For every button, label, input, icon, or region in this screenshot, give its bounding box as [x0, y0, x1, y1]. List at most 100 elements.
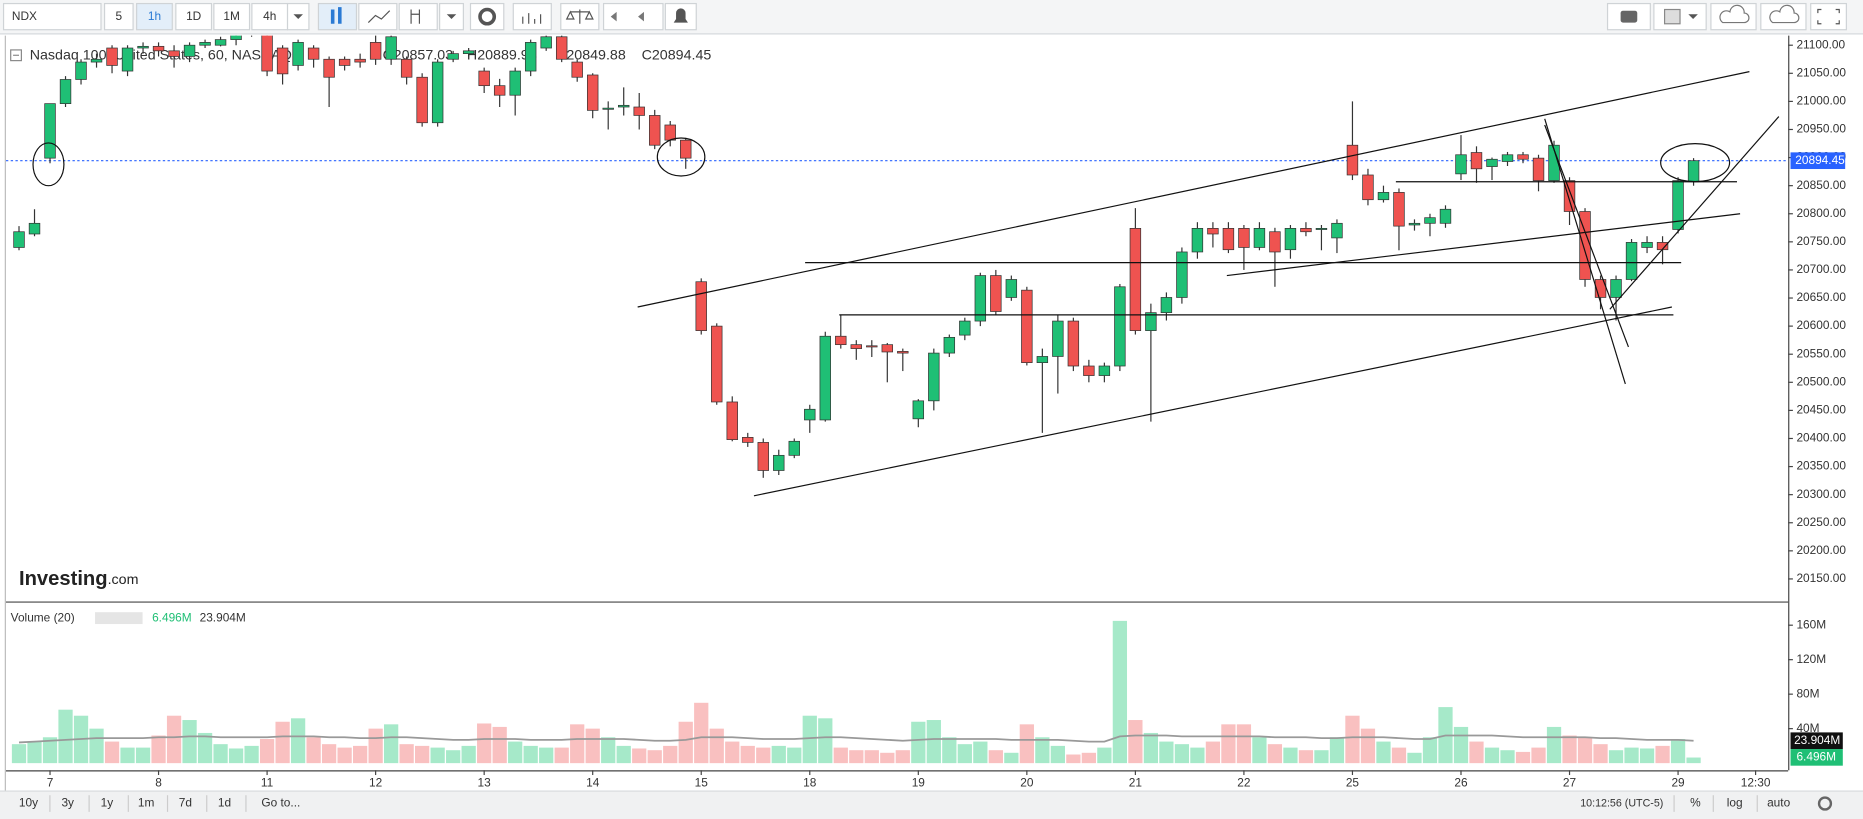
y-tick-label: 20250.00	[1796, 515, 1846, 529]
candle-body	[183, 44, 196, 57]
interval-button[interactable]	[213, 2, 251, 31]
goto-button[interactable]: Go to...	[261, 796, 300, 810]
candle-body	[400, 58, 413, 78]
candle-body	[106, 47, 118, 66]
alert-button[interactable]	[664, 2, 697, 31]
fullscreen-button[interactable]	[1810, 2, 1847, 31]
volume-bar	[1128, 720, 1143, 764]
volume-bar	[430, 747, 445, 764]
range-button[interactable]: 7d	[179, 796, 192, 810]
interval: 4h	[263, 9, 276, 23]
volume-bar	[1221, 724, 1236, 764]
candle-body	[385, 36, 397, 60]
volume-bar	[756, 747, 771, 764]
x-tick-label: 21	[1129, 775, 1143, 789]
candle-body	[1486, 158, 1498, 167]
candle-body	[835, 335, 847, 346]
volume-bar	[1081, 752, 1096, 764]
candle-body	[44, 103, 56, 159]
y-tick-label: 20150.00	[1796, 571, 1846, 585]
y-tick-label: 20800.00	[1796, 206, 1846, 220]
interval-button[interactable]	[251, 2, 289, 31]
candle-body	[75, 61, 87, 80]
candle-body	[695, 281, 707, 331]
candle-body	[711, 325, 723, 403]
range-button[interactable]: 1m	[138, 796, 155, 810]
volume-bar	[477, 723, 492, 764]
volume-tick-label: 80M	[1796, 686, 1819, 700]
cloud-icon	[1719, 4, 1750, 24]
candle-body	[1129, 228, 1142, 331]
volume-bar	[1577, 737, 1593, 764]
y-tick-label: 21100.00	[1796, 37, 1845, 51]
x-tick-label: 18	[803, 775, 817, 789]
candle-body	[1641, 242, 1653, 248]
interval-button[interactable]	[103, 2, 134, 31]
x-tick-label: 12	[369, 775, 382, 789]
candles-button[interactable]	[317, 2, 358, 31]
volume-bar	[384, 724, 399, 764]
settings-icon[interactable]	[1817, 796, 1833, 811]
range-button[interactable]: 3y	[61, 796, 74, 810]
scale-option[interactable]: auto	[1767, 796, 1791, 810]
scale-option[interactable]: log	[1727, 796, 1743, 810]
volume-bar	[663, 745, 678, 764]
volume-bar	[818, 718, 833, 764]
volume-bar	[802, 715, 817, 764]
indicators-button[interactable]	[398, 2, 438, 31]
candle-body	[1238, 228, 1250, 248]
candle-body	[974, 275, 987, 322]
candle-body	[1672, 180, 1684, 230]
volume-bar	[554, 747, 569, 764]
x-tick-label: 15	[695, 775, 709, 789]
candle-body	[540, 36, 552, 49]
collapse-box[interactable]	[10, 49, 22, 62]
interval-button-active[interactable]	[136, 2, 173, 31]
candle-body	[431, 61, 444, 124]
volume-bar	[1422, 737, 1438, 764]
compare-button[interactable]	[512, 2, 552, 31]
candle-body	[152, 45, 165, 52]
candle-body	[1176, 251, 1188, 298]
candle-body	[555, 36, 568, 60]
volume-bar	[120, 747, 135, 764]
volume-bar	[1159, 741, 1174, 764]
volume-bar	[1624, 747, 1639, 764]
logo: Investing.com	[19, 568, 138, 590]
candle-body	[369, 42, 382, 60]
camera-icon	[1620, 10, 1638, 23]
volume-bar	[725, 741, 740, 764]
candle-body	[1687, 160, 1700, 183]
volume-bar	[228, 748, 244, 764]
alert-icon	[673, 8, 688, 23]
volume-bar	[492, 726, 507, 764]
range-button[interactable]: 1y	[101, 796, 114, 810]
scale-option[interactable]: %	[1690, 796, 1701, 810]
volume-bar	[988, 750, 1003, 764]
volume-bar	[89, 728, 104, 764]
symbol-box[interactable]	[2, 2, 102, 31]
candle-body	[1315, 228, 1328, 230]
indicators-icon	[410, 9, 421, 24]
trend-line	[753, 306, 1672, 497]
caret	[1688, 14, 1698, 20]
candle-body	[1408, 222, 1421, 226]
candle-body	[168, 50, 180, 57]
interval-button[interactable]	[175, 2, 213, 31]
volume-bar	[957, 744, 972, 764]
volume-controls[interactable]	[95, 612, 143, 625]
trend-line	[1226, 213, 1741, 277]
volume-tick-label: 160M	[1796, 617, 1826, 631]
volume-last-box	[1790, 749, 1843, 766]
settings-button[interactable]	[469, 2, 505, 31]
candle-body	[1269, 231, 1281, 253]
volume-bar	[1019, 724, 1034, 764]
candle-body	[990, 275, 1002, 312]
volume-ma-value: 23.904M	[1794, 733, 1840, 747]
range-button[interactable]: 10y	[19, 796, 38, 810]
volume-bar	[833, 747, 848, 764]
candle-body	[602, 107, 614, 110]
range-button[interactable]: 1d	[218, 796, 231, 810]
volume-bar	[632, 748, 647, 764]
